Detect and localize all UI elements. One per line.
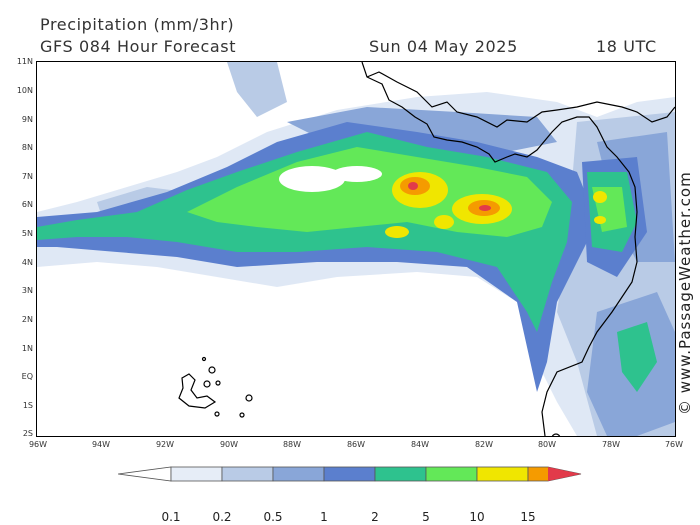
lon-label: 82W (474, 440, 494, 449)
lon-label: 80W (537, 440, 557, 449)
lat-label: 8N (21, 143, 33, 152)
lon-label: 78W (601, 440, 621, 449)
lon-label: 96W (28, 440, 48, 449)
dry-patches (67, 117, 382, 192)
lat-label: 2N (21, 315, 33, 324)
lat-label: 9N (21, 115, 33, 124)
colorbar-label: 1 (320, 510, 328, 524)
title-valid-time: 18 UTC (596, 37, 657, 56)
lon-label: 84W (410, 440, 430, 449)
title-variable: Precipitation (mm/3hr) (40, 15, 235, 34)
lat-label: 3N (21, 286, 33, 295)
lon-label: 86W (346, 440, 366, 449)
colorbar-label: 10 (469, 510, 485, 524)
title-valid-date: Sun 04 May 2025 (369, 37, 518, 56)
lat-label: 7N (21, 172, 33, 181)
lon-label: 92W (155, 440, 175, 449)
lat-label: 1N (21, 344, 33, 353)
colorbar-bin (170, 466, 223, 482)
colorbar-label: 5 (422, 510, 430, 524)
colorbar-bin (374, 466, 427, 482)
colorbar-upper-tip (548, 467, 581, 481)
colorbar-label: 0.5 (263, 510, 283, 524)
precipitation-map (36, 61, 676, 443)
colorbar-label: 0.2 (212, 510, 232, 524)
coastlines (178, 61, 676, 443)
lat-label: 10N (16, 86, 33, 95)
lat-label: 4N (21, 258, 33, 267)
colorbar-label: 2 (371, 510, 379, 524)
colorbar-bin (323, 466, 376, 482)
lat-label: EQ (21, 372, 33, 381)
colorbar-label: 0.1 (161, 510, 181, 524)
map-canvas (37, 61, 676, 443)
copyright-watermark: © www.PassageWeather.com (676, 171, 694, 415)
colorbar-bin (425, 466, 478, 482)
colorbar-lower-arrow (118, 466, 172, 482)
lat-label: 5N (21, 229, 33, 238)
colorbar-bin (272, 466, 325, 482)
title-forecast-hour: GFS 084 Hour Forecast (40, 37, 237, 56)
lat-label: 1S (22, 401, 33, 410)
precip-over-15mm (408, 182, 491, 211)
lat-label: 6N (21, 200, 33, 209)
colorbar-bin (476, 466, 529, 482)
colorbar-label: 15 (520, 510, 536, 524)
lon-label: 76W (664, 440, 684, 449)
lat-label: 2S (22, 429, 33, 438)
lon-label: 90W (219, 440, 239, 449)
lon-label: 94W (91, 440, 111, 449)
colorbar-bin (221, 466, 274, 482)
colorbar (118, 466, 582, 482)
lon-label: 88W (282, 440, 302, 449)
lat-label: 11N (16, 57, 33, 66)
